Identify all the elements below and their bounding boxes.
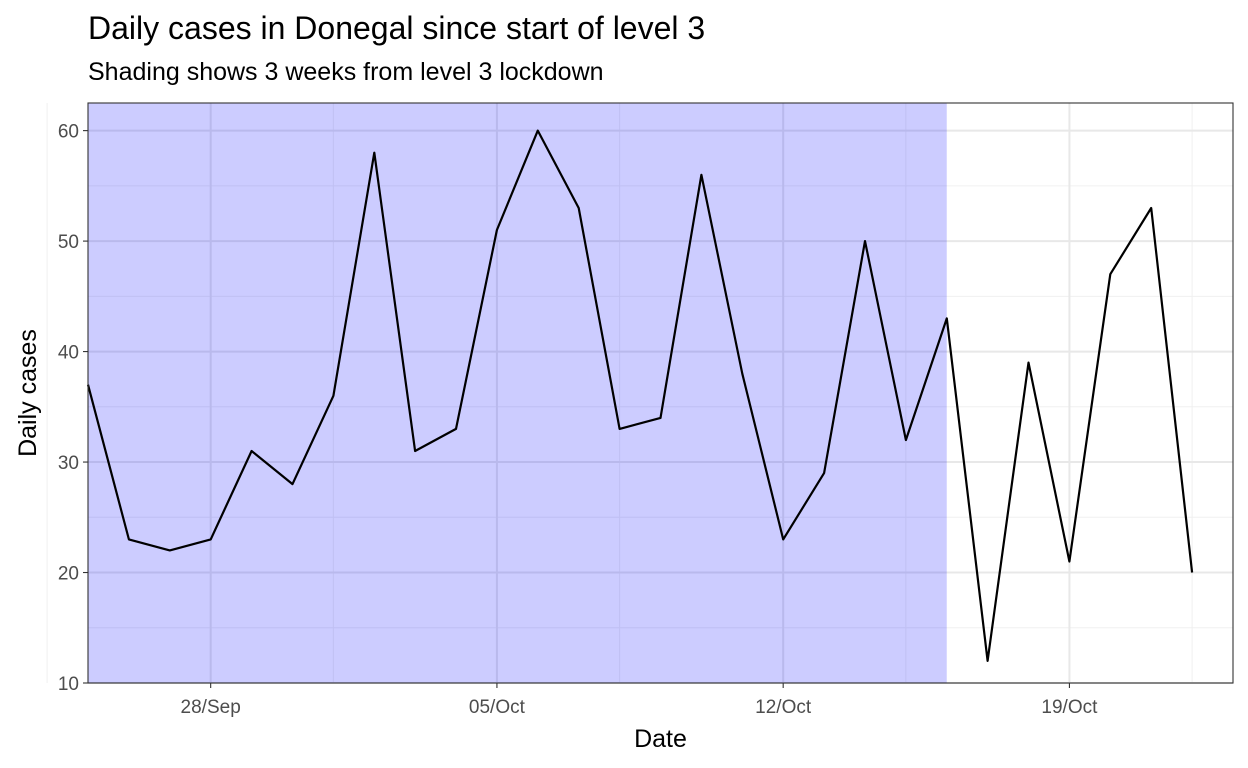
x-tick-label: 05/Oct (469, 697, 526, 718)
shading-band (88, 103, 947, 683)
chart-subtitle: Shading shows 3 weeks from level 3 lockd… (88, 58, 604, 86)
axes-layer: 10 20 30 40 50 60 28/Sep 05/Oct 12/Oct 19/Oct (58, 122, 1098, 718)
panel-border (87, 102, 1234, 684)
x-tick-label: 19/Oct (1041, 697, 1098, 718)
y-tick-label: 30 (58, 453, 79, 474)
y-tick-label: 20 (58, 564, 79, 585)
y-axis-title: Daily cases (14, 329, 42, 457)
y-tick-label: 50 (58, 232, 79, 253)
chart-title: Daily cases in Donegal since start of le… (88, 10, 706, 46)
x-tick-label: 28/Sep (181, 697, 241, 718)
shading-layer (88, 103, 947, 683)
series-line (86, 129, 1194, 663)
x-axis-title: Date (634, 725, 687, 753)
series-layer (86, 129, 1194, 663)
x-tick-label: 12/Oct (755, 697, 812, 718)
y-tick-label: 60 (58, 122, 79, 143)
y-tick-label: 10 (58, 674, 79, 695)
y-tick-label: 40 (58, 343, 79, 364)
